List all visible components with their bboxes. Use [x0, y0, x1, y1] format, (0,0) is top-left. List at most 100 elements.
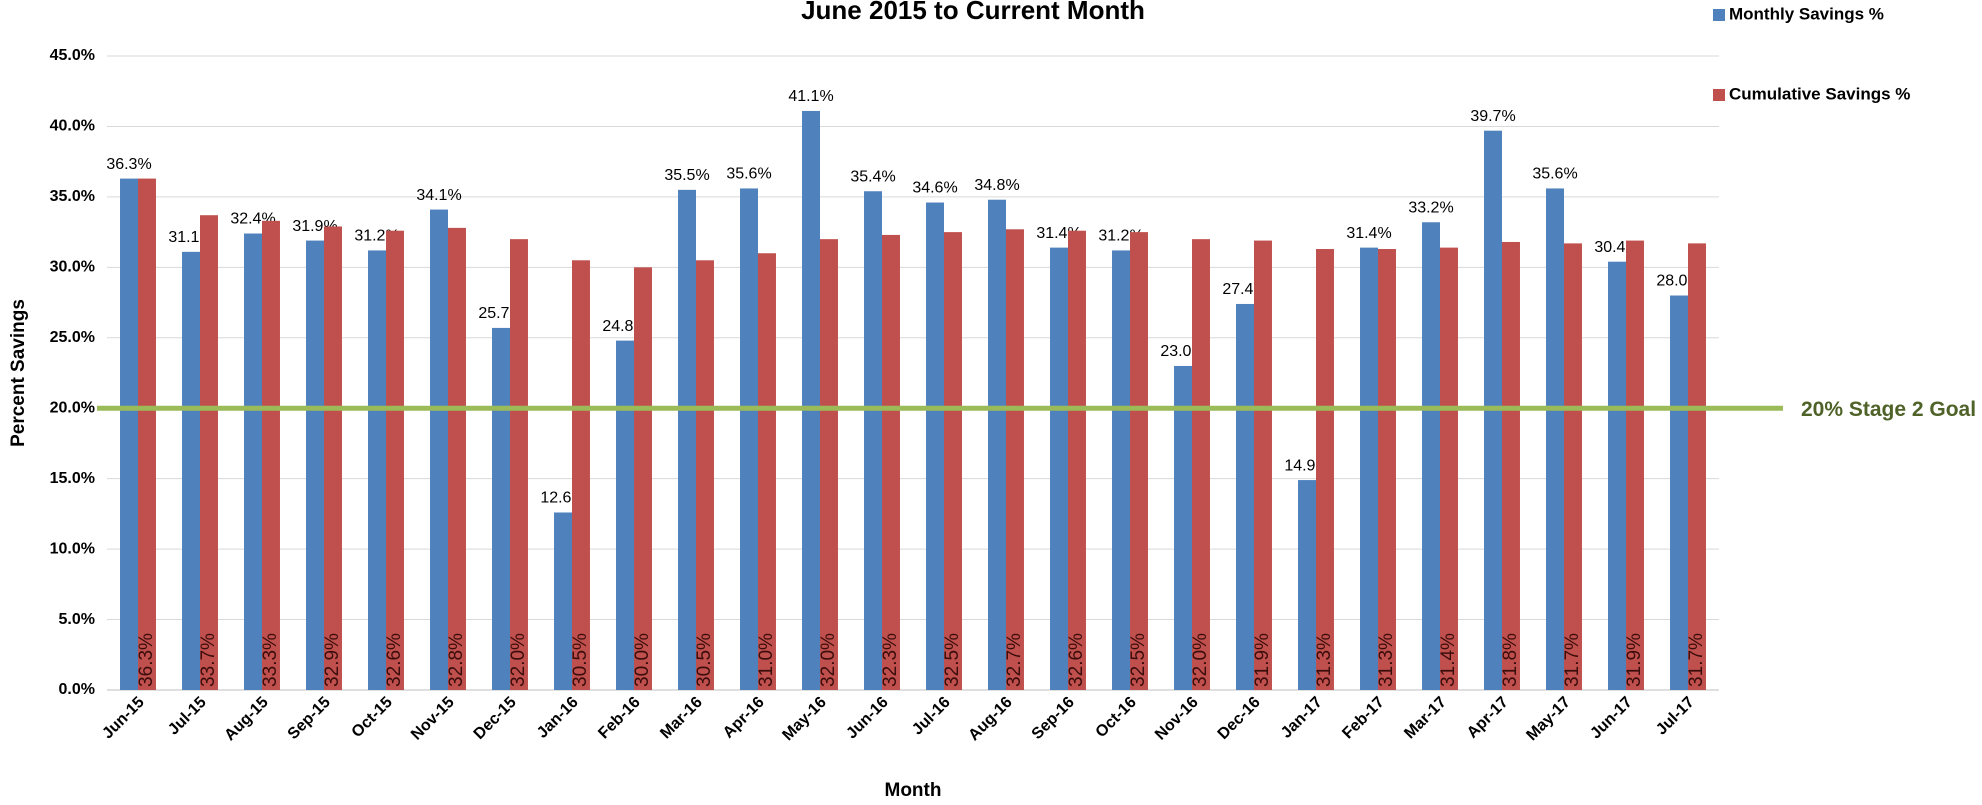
bar — [1440, 247, 1458, 690]
x-tick-label: Feb-17 — [1339, 694, 1388, 743]
bar — [200, 215, 218, 690]
bar — [1502, 241, 1520, 690]
data-label: 31.7% — [1562, 633, 1583, 687]
y-tick-label: 0.0% — [59, 681, 95, 698]
bar — [120, 178, 138, 690]
bar — [1316, 249, 1334, 691]
bar — [1130, 232, 1148, 690]
x-tick-label: Nov-16 — [1152, 694, 1202, 744]
data-label: 31.3% — [1376, 633, 1397, 687]
data-label: 32.5% — [1128, 633, 1149, 687]
y-tick-label: 20.0% — [50, 399, 95, 416]
bar — [864, 191, 882, 690]
x-tick-label: Sep-16 — [1029, 694, 1078, 743]
y-tick-label: 40.0% — [50, 118, 95, 135]
data-label: 30.5% — [570, 633, 591, 687]
data-label: 32.6% — [1066, 633, 1087, 687]
data-label: 31.9% — [1252, 633, 1273, 687]
x-tick-label: Mar-16 — [657, 694, 706, 743]
bar — [1298, 480, 1316, 690]
data-label: 33.7% — [198, 633, 219, 687]
y-tick-label: 35.0% — [50, 188, 95, 205]
bar — [1192, 239, 1210, 690]
y-tick-label: 45.0% — [50, 47, 95, 64]
data-label: 31.8% — [1500, 633, 1521, 687]
bar — [740, 188, 758, 691]
data-label: 31.3% — [1314, 633, 1335, 687]
data-label: 34.8% — [974, 177, 1019, 194]
data-label: 32.7% — [1004, 633, 1025, 687]
bar — [758, 253, 776, 690]
bar — [368, 250, 386, 690]
data-label: 31.0% — [756, 633, 777, 687]
bar — [634, 267, 652, 690]
data-label: 33.2% — [1408, 199, 1453, 216]
data-label: 30.5% — [694, 633, 715, 687]
y-tick-label: 5.0% — [59, 611, 95, 628]
y-axis-label: Percent Savings — [8, 299, 29, 447]
data-label: 32.0% — [818, 633, 839, 687]
data-label: 35.4% — [850, 168, 895, 185]
bar — [448, 227, 466, 690]
bar — [802, 110, 820, 691]
data-label: 41.1% — [788, 88, 833, 105]
bar — [1546, 188, 1564, 691]
data-label: 31.4% — [1438, 633, 1459, 687]
data-label: 36.3% — [136, 633, 157, 687]
bar — [882, 234, 900, 690]
data-label: 30.0% — [632, 633, 653, 687]
bar — [1360, 247, 1378, 690]
x-tick-label: Jan-17 — [1278, 694, 1326, 742]
bar — [324, 226, 342, 690]
y-tick-label: 10.0% — [50, 540, 95, 557]
bar — [616, 340, 634, 690]
bar — [1006, 229, 1024, 690]
bar — [554, 512, 572, 690]
bar — [1422, 222, 1440, 690]
data-label: 32.0% — [1190, 633, 1211, 687]
bar — [1174, 365, 1192, 690]
bar — [1564, 243, 1582, 691]
bar — [386, 230, 404, 691]
bar — [926, 202, 944, 690]
x-tick-label: Nov-15 — [408, 694, 458, 744]
data-label: 34.1% — [416, 187, 461, 204]
data-label: 32.6% — [384, 633, 405, 687]
bar — [572, 260, 590, 690]
bar — [1068, 230, 1086, 691]
legend-label: Monthly Savings % — [1729, 4, 1884, 23]
bar — [1254, 240, 1272, 690]
data-label: 34.6% — [912, 180, 957, 197]
bar — [510, 239, 528, 690]
x-tick-label: Dec-16 — [1215, 694, 1264, 743]
data-label: 39.7% — [1470, 108, 1515, 125]
x-tick-label: Oct-15 — [349, 694, 396, 741]
data-label: 32.3% — [880, 633, 901, 687]
bar — [1378, 249, 1396, 691]
bar — [430, 209, 448, 690]
bar — [1670, 295, 1688, 690]
data-label: 32.8% — [446, 633, 467, 687]
bar — [1050, 247, 1068, 690]
legend-swatch — [1713, 9, 1725, 21]
x-tick-label: Apr-16 — [720, 694, 768, 742]
legend-swatch — [1713, 89, 1725, 101]
bar — [262, 220, 280, 690]
x-tick-label: Jul-17 — [1653, 694, 1698, 739]
bar — [988, 199, 1006, 690]
x-tick-label: Apr-17 — [1464, 694, 1512, 742]
data-label: 36.3% — [106, 156, 151, 173]
data-label: 32.9% — [322, 633, 343, 687]
goal-label: 20% Stage 2 Goal — [1801, 398, 1976, 421]
bar — [1112, 250, 1130, 690]
x-tick-label: Sep-15 — [285, 694, 334, 743]
x-tick-label: Jun-16 — [843, 694, 892, 743]
bar — [696, 260, 714, 690]
data-label: 35.6% — [1532, 166, 1577, 183]
x-tick-label: Oct-16 — [1093, 694, 1140, 741]
bar — [244, 233, 262, 690]
bar — [492, 327, 510, 690]
y-tick-label: 15.0% — [50, 470, 95, 487]
x-tick-label: Jan-16 — [534, 694, 582, 742]
